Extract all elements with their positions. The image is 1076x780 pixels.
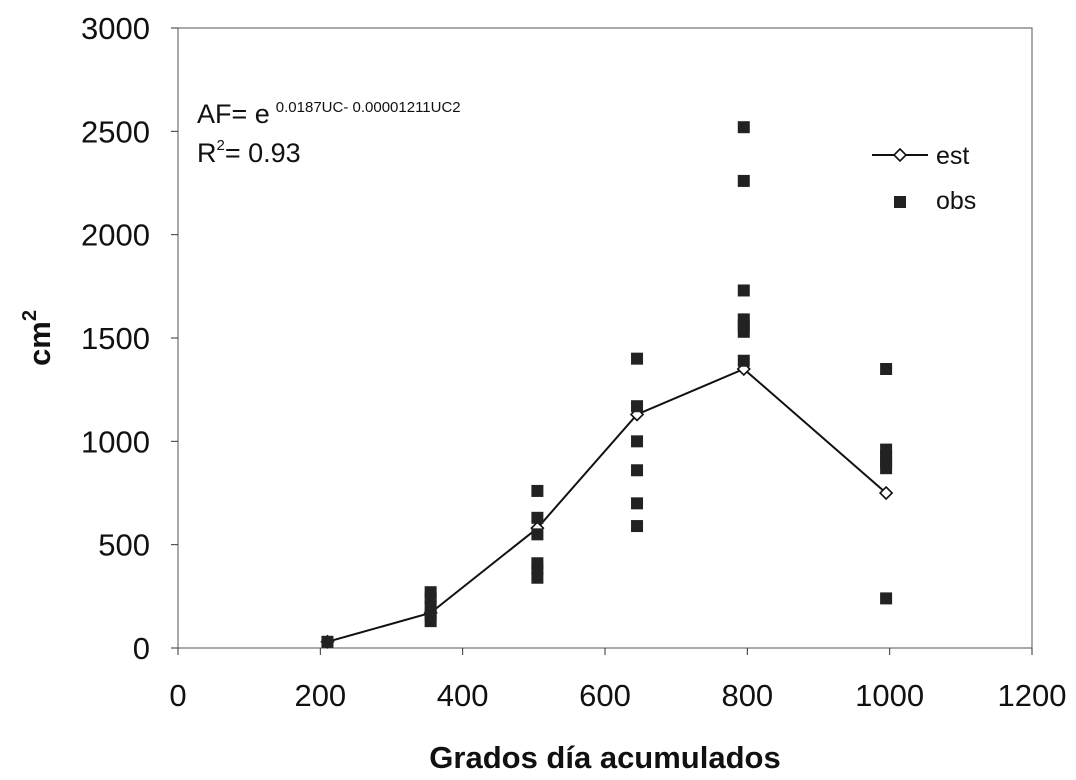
y-axis-title-sup: 2 [19, 310, 41, 321]
obs-point [737, 284, 750, 297]
x-tick-label: 800 [721, 678, 773, 713]
y-tick-label: 1500 [81, 321, 150, 356]
obs-point [631, 400, 644, 413]
obs-point [531, 484, 544, 497]
legend-est-label: est [936, 142, 969, 170]
legend: est obs [872, 142, 976, 215]
x-tick-label: 0 [169, 678, 186, 713]
x-axis-title: Grados día acumulados [429, 740, 780, 775]
obs-point [631, 352, 644, 365]
equation-prefix: AF= e [197, 99, 270, 129]
r-squared-value: = 0.93 [225, 138, 301, 168]
x-tick-label: 1000 [855, 678, 924, 713]
obs-point [737, 313, 750, 326]
obs-point [880, 592, 893, 605]
equation-exponent: 0.0187UC- 0.00001211UC2 [276, 99, 461, 116]
obs-point [321, 635, 334, 648]
y-axis: 0 500 1000 1500 2000 2500 3000 [81, 11, 178, 666]
obs-point [737, 121, 750, 134]
y-tick-label: 2500 [81, 114, 150, 149]
y-axis-title: cm2 [19, 310, 57, 366]
legend-obs-marker [894, 196, 906, 208]
y-tick-label: 3000 [81, 11, 150, 46]
y-tick-label: 1000 [81, 424, 150, 459]
obs-point [631, 497, 644, 510]
obs-point [631, 464, 644, 477]
obs-point [880, 443, 893, 456]
est-series-line [327, 367, 887, 643]
legend-obs-label: obs [936, 187, 976, 215]
obs-point [880, 363, 893, 375]
obs-point [531, 557, 544, 570]
r-squared-prefix: R [197, 138, 217, 168]
y-tick-label: 0 [133, 631, 150, 666]
x-axis: 0 200 400 600 800 1000 1200 [169, 648, 1066, 713]
est-point [878, 485, 894, 501]
x-tick-label: 1200 [998, 678, 1067, 713]
equation-annotation: AF= e 0.0187UC- 0.00001211UC2 R2= 0.93 [197, 99, 461, 168]
legend-est-marker [892, 147, 908, 163]
x-tick-label: 200 [294, 678, 346, 713]
r-squared-sup: 2 [217, 137, 225, 154]
obs-point [531, 528, 544, 541]
obs-point [631, 520, 644, 533]
obs-point [424, 586, 437, 599]
x-tick-label: 400 [437, 678, 489, 713]
obs-point [631, 435, 644, 448]
plot-area [177, 27, 1033, 649]
r-squared-text: R2= 0.93 [197, 137, 301, 168]
equation-text: AF= e 0.0187UC- 0.00001211UC2 [197, 99, 461, 129]
obs-point [531, 511, 544, 524]
y-axis-title-base: cm [22, 321, 57, 366]
obs-point [737, 354, 750, 367]
x-tick-label: 600 [579, 678, 631, 713]
obs-point [737, 174, 750, 187]
series-layer [320, 121, 894, 649]
y-tick-label: 2000 [81, 218, 150, 253]
y-tick-label: 500 [98, 528, 150, 563]
